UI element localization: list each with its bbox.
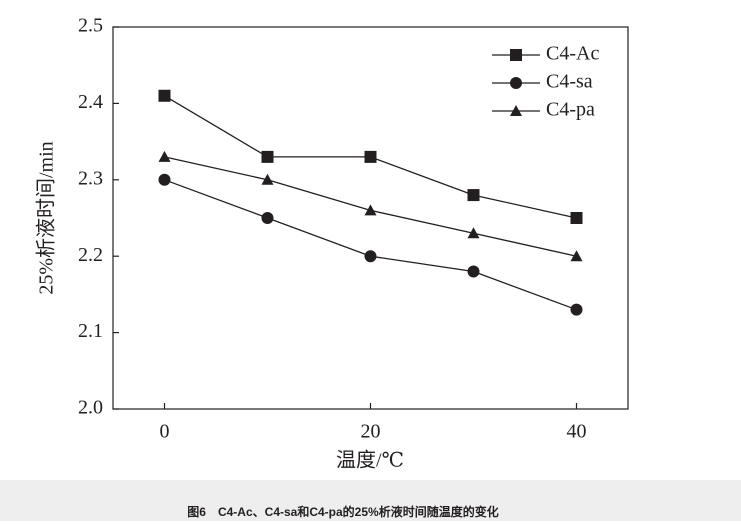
marker-square xyxy=(364,150,377,163)
series-line xyxy=(164,179,577,311)
marker-circle xyxy=(158,173,171,186)
y-tick-label: 2.5 xyxy=(78,15,103,37)
marker-square xyxy=(570,212,583,224)
legend-label: C4-pa xyxy=(546,99,595,121)
y-tick-label: 2.3 xyxy=(78,167,103,189)
legend-marker xyxy=(510,49,522,61)
y-tick-label: 2.2 xyxy=(78,244,103,266)
marker-circle xyxy=(364,250,377,263)
x-axis-label: 温度/℃ xyxy=(336,449,404,472)
marker-triangle xyxy=(364,204,377,216)
legend-label: C4-sa xyxy=(546,71,593,93)
y-tick-label: 2.4 xyxy=(78,91,103,113)
caption-band xyxy=(0,480,741,521)
marker-triangle xyxy=(570,250,583,262)
marker-square xyxy=(261,150,274,163)
marker-circle xyxy=(261,212,274,224)
x-tick-label: 0 xyxy=(160,421,170,443)
y-tick-label: 2.1 xyxy=(78,320,103,342)
legend-marker xyxy=(510,77,522,89)
marker-circle xyxy=(570,303,583,316)
legend-label: C4-Ac xyxy=(546,43,599,65)
marker-square xyxy=(467,189,480,202)
marker-square xyxy=(158,89,171,102)
legend-marker xyxy=(510,105,522,116)
y-axis-label: 25%析液时间/min xyxy=(35,141,58,294)
caption: 图6 C4-Ac、C4-sa和C4-pa的25%析液时间随温度的变化 xyxy=(187,504,498,519)
marker-circle xyxy=(467,265,480,278)
marker-triangle xyxy=(261,173,274,185)
x-tick-label: 20 xyxy=(361,421,381,443)
marker-triangle xyxy=(158,150,171,162)
y-tick-label: 2.0 xyxy=(78,397,103,419)
x-tick-label: 40 xyxy=(567,421,587,443)
marker-triangle xyxy=(467,227,480,239)
